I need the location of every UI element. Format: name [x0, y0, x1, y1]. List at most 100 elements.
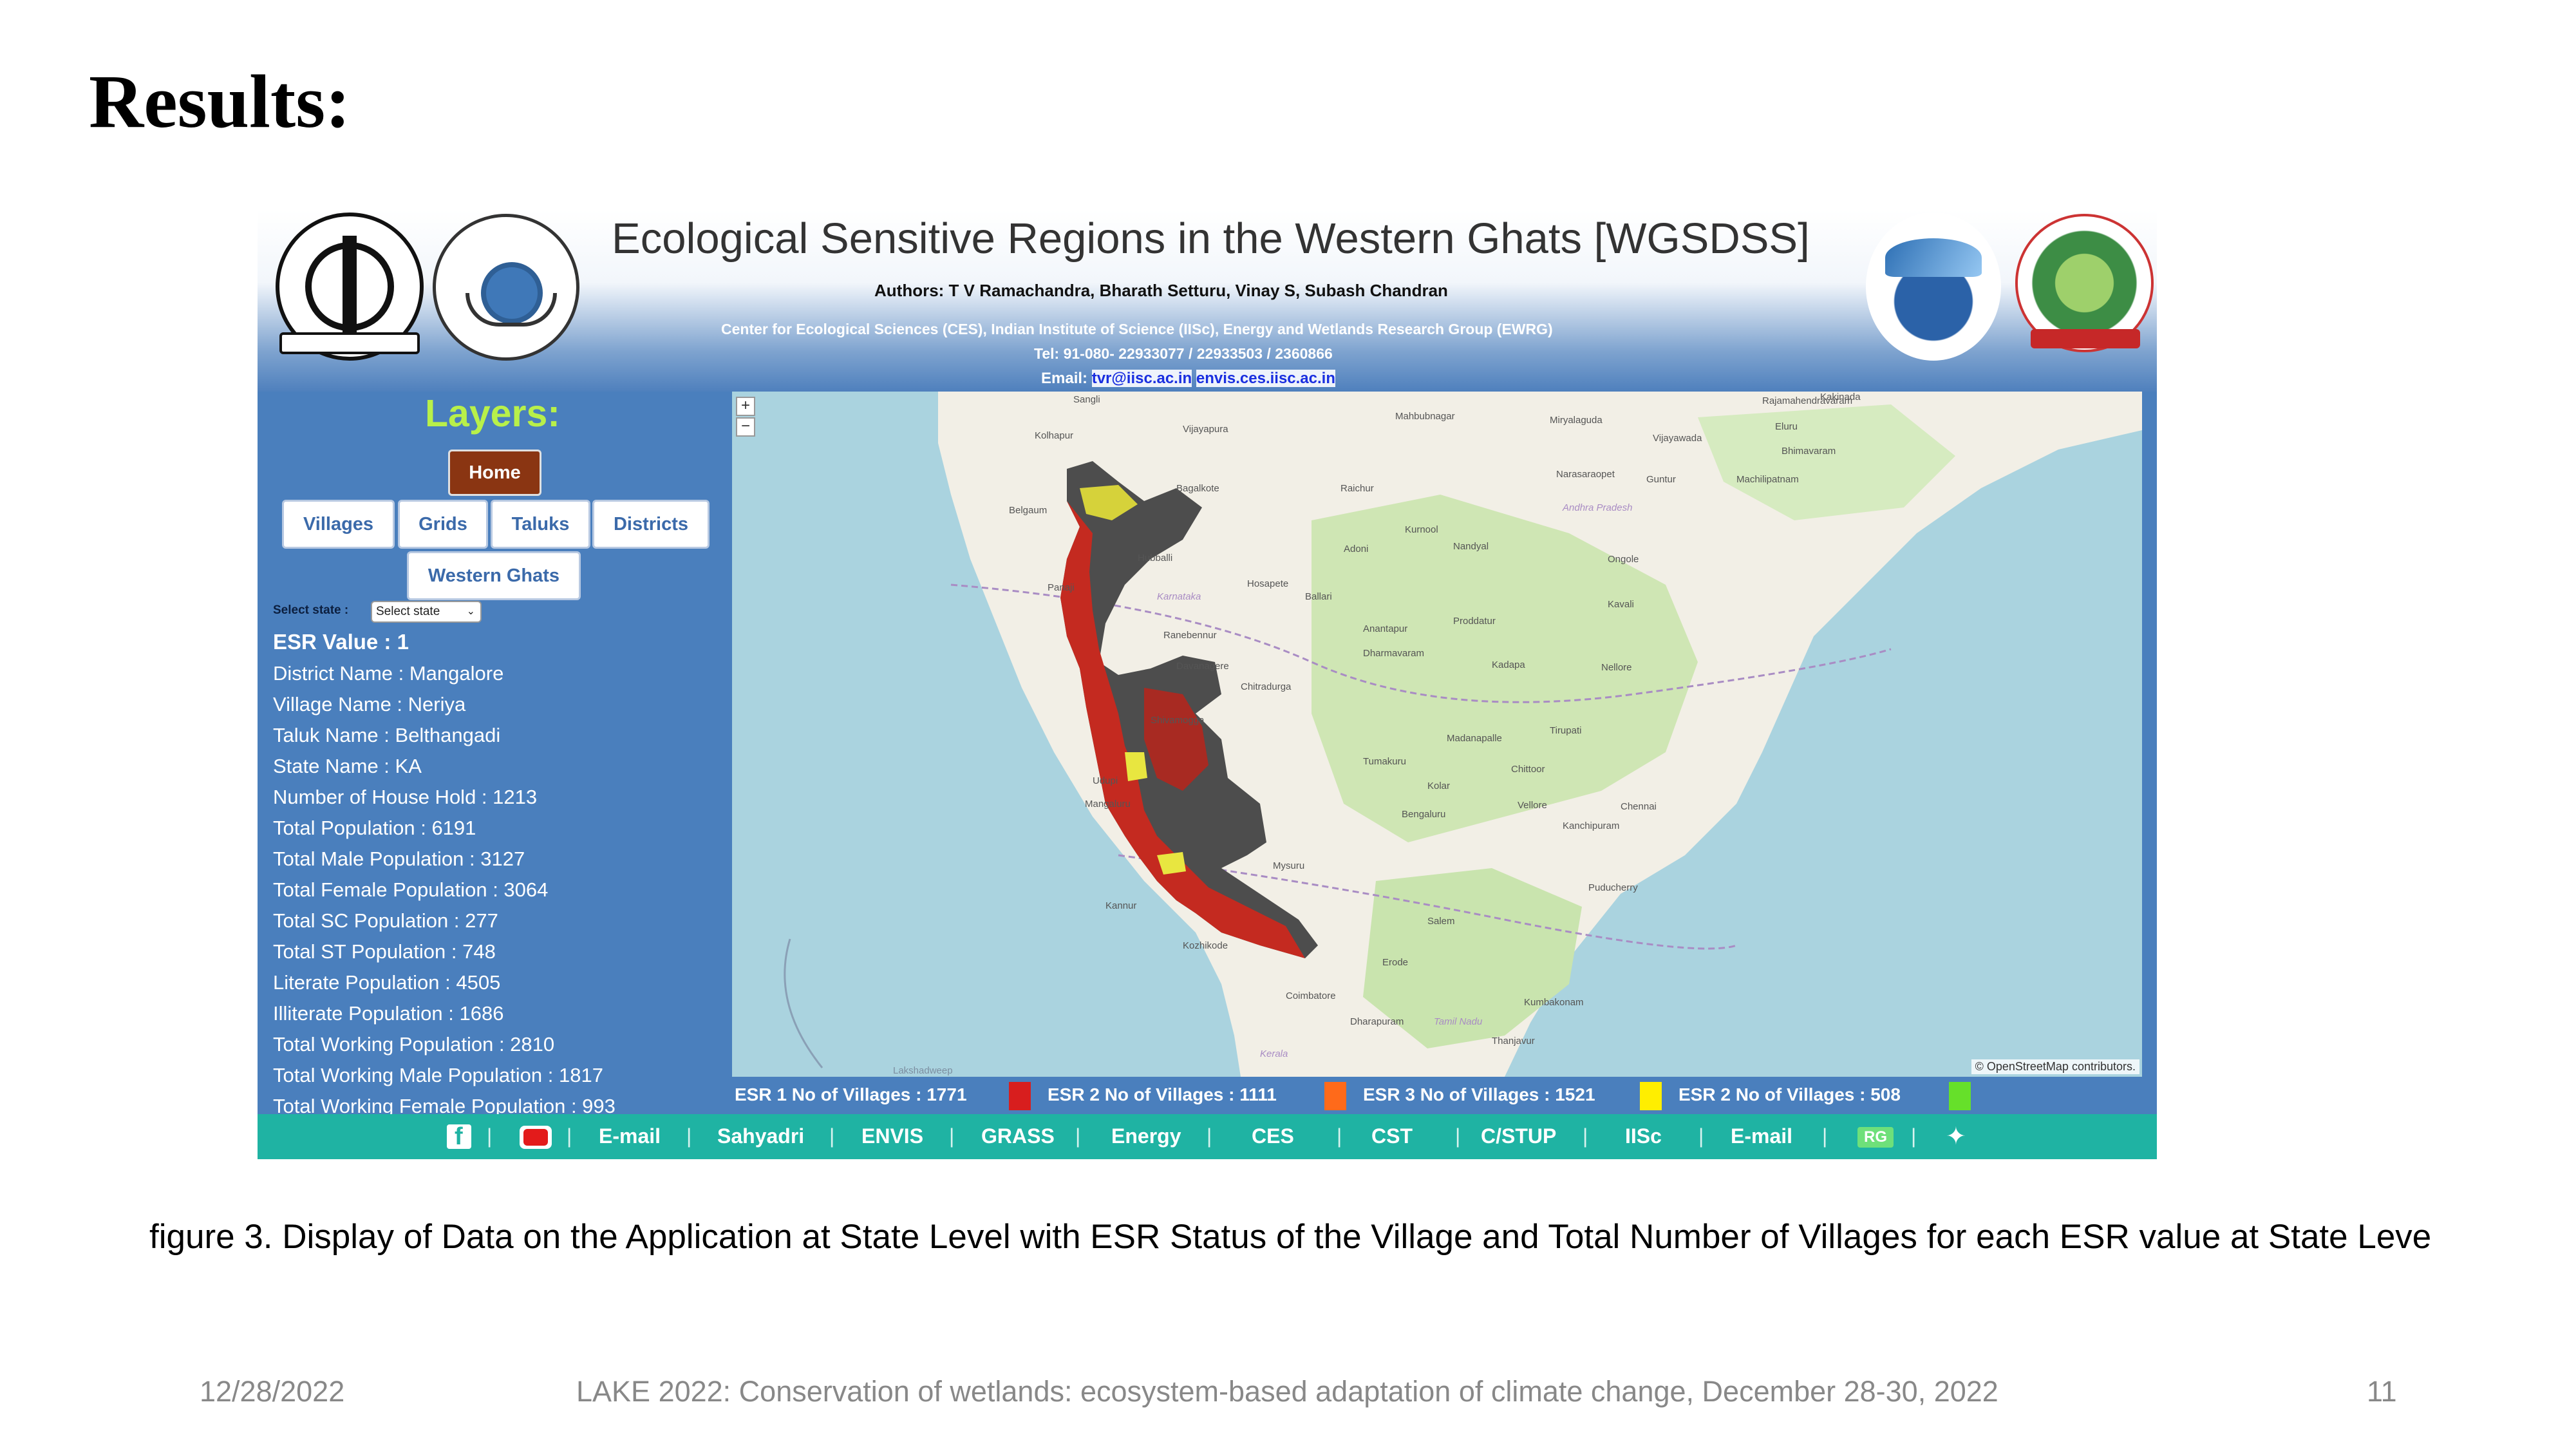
map-view[interactable]: + − Sangli Kolhapur Vijayapura Mahbubnag…	[732, 392, 2142, 1077]
esr3-clusters	[1080, 485, 1138, 520]
facebook-icon[interactable]: f	[447, 1123, 471, 1150]
place-label: Karnataka	[1157, 591, 1201, 602]
info-state-name: State Name : KA	[273, 755, 422, 777]
place-label: Machilipatnam	[1736, 474, 1799, 485]
iisc-logo	[276, 213, 424, 361]
place-label: Salem	[1427, 916, 1455, 927]
youtube-icon[interactable]	[520, 1126, 552, 1149]
districts-button[interactable]: Districts	[592, 500, 710, 549]
place-label: Kolar	[1427, 781, 1451, 791]
footer-link-cistup[interactable]: C/STUP	[1481, 1124, 1557, 1148]
place-label: Chennai	[1621, 801, 1657, 812]
twitter-icon[interactable]: ✦	[1946, 1123, 1966, 1150]
affiliation-line: Center for Ecological Sciences (CES), In…	[721, 321, 1553, 337]
footer-link-envis[interactable]: ENVIS	[861, 1124, 924, 1148]
info-working-male-population: Total Working Male Population : 1817	[273, 1064, 603, 1086]
chevron-down-icon: ⌄	[466, 606, 475, 617]
legend-esr2-swatch	[1324, 1082, 1346, 1110]
place-label: Sangli	[1073, 394, 1100, 405]
envis-information-system-logo	[1866, 213, 2001, 361]
esr1-region-inland	[1144, 688, 1208, 791]
place-label: Ranebennur	[1163, 630, 1217, 641]
place-label: Kolhapur	[1035, 430, 1074, 441]
map-canvas	[784, 392, 2142, 1077]
legend-esr4-label: ESR 2 No of Villages : 508	[1678, 1084, 1901, 1104]
place-label: Tirupati	[1550, 725, 1582, 736]
grids-button[interactable]: Grids	[398, 500, 488, 549]
footer-link-sahyadri[interactable]: Sahyadri	[717, 1124, 805, 1148]
place-label: Ongole	[1608, 554, 1639, 565]
place-label: Panaji	[1048, 582, 1075, 593]
energy-wetlands-research-group-logo	[2015, 214, 2154, 352]
place-label: Udupi	[1093, 775, 1118, 786]
map-attribution[interactable]: © OpenStreetMap contributors.	[1971, 1059, 2139, 1074]
place-label: Narasaraopet	[1556, 469, 1615, 480]
place-label: Kakinada	[1820, 392, 1861, 402]
place-label: Puducherry	[1588, 882, 1638, 893]
place-label: Tamil Nadu	[1434, 1016, 1483, 1027]
place-label: Raichur	[1340, 483, 1374, 494]
info-male-population: Total Male Population : 3127	[273, 848, 525, 870]
place-label: Chittoor	[1511, 764, 1545, 775]
place-label: Proddatur	[1453, 616, 1496, 627]
place-label: Rajamahendravaram	[1762, 395, 1853, 406]
legend-esr2-label: ESR 2 No of Villages : 1111	[1048, 1084, 1277, 1104]
email-line: Email: tvr@iisc.ac.in envis.ces.iisc.ac.…	[1041, 370, 1335, 388]
info-house-hold: Number of House Hold : 1213	[273, 786, 538, 808]
place-label: Erode	[1382, 957, 1409, 968]
place-label: Mangaluru	[1085, 799, 1131, 810]
home-button[interactable]: Home	[448, 450, 541, 496]
footer-link-email-2[interactable]: E-mail	[1731, 1124, 1793, 1148]
place-label: Hosapete	[1247, 578, 1289, 589]
place-label: Thanjavur	[1492, 1036, 1535, 1046]
footer-link-grass[interactable]: GRASS	[981, 1124, 1055, 1148]
researchgate-icon[interactable]: RG	[1857, 1127, 1894, 1148]
info-literate-population: Literate Population : 4505	[273, 971, 501, 994]
info-sc-population: Total SC Population : 277	[273, 909, 498, 932]
info-working-female-population: Total Working Female Population : 993	[273, 1095, 616, 1117]
place-label: Lakshadweep	[893, 1065, 953, 1076]
place-label: Shivamogga	[1151, 715, 1205, 726]
place-label: Dharmavaram	[1363, 648, 1425, 659]
state-select[interactable]: Select state ⌄	[371, 601, 482, 623]
place-label: Bhimavaram	[1782, 446, 1836, 457]
villages-button[interactable]: Villages	[282, 500, 395, 549]
place-label: Vijayawada	[1653, 433, 1702, 444]
place-label: Kannur	[1105, 900, 1137, 911]
footer-link-energy[interactable]: Energy	[1111, 1124, 1181, 1148]
footer-link-iisc[interactable]: IISc	[1625, 1124, 1662, 1148]
footer-link-email[interactable]: E-mail	[599, 1124, 661, 1148]
figure-caption: figure 3. Display of Data on the Applica…	[149, 1218, 2432, 1256]
footer-date: 12/28/2022	[200, 1375, 345, 1408]
authors-line: Authors: T V Ramachandra, Bharath Settur…	[874, 281, 1448, 300]
place-label: Davanagere	[1176, 661, 1229, 672]
info-illiterate-population: Illiterate Population : 1686	[273, 1002, 504, 1025]
place-label: Guntur	[1646, 474, 1676, 485]
place-label: Kurnool	[1405, 524, 1438, 535]
place-label: Kavali	[1608, 599, 1634, 610]
legend-esr4-swatch	[1949, 1082, 1971, 1110]
slide-title: Results:	[89, 59, 351, 144]
western-ghats-button[interactable]: Western Ghats	[407, 551, 581, 600]
envis-website-link[interactable]: envis.ces.iisc.ac.in	[1196, 370, 1335, 387]
email-link[interactable]: tvr@iisc.ac.in	[1091, 370, 1192, 387]
forest-area	[1312, 495, 1698, 842]
place-label: Tumakuru	[1363, 756, 1406, 767]
taluks-button[interactable]: Taluks	[491, 500, 590, 549]
page-number: 11	[2367, 1375, 2397, 1408]
info-village-name: Village Name : Neriya	[273, 693, 466, 715]
zoom-out-button[interactable]: −	[736, 417, 755, 437]
place-label: Coimbatore	[1286, 990, 1336, 1001]
forest-area-north	[1698, 404, 1955, 520]
esr-value: ESR Value : 1	[273, 630, 409, 654]
esr3-clusters-south	[1125, 752, 1186, 875]
app-title: Ecological Sensitive Regions in the West…	[612, 214, 1810, 263]
place-label: Hubballi	[1138, 553, 1173, 564]
footer-link-ces[interactable]: CES	[1252, 1124, 1294, 1148]
state-select-value: Select state	[376, 605, 440, 618]
place-label: Kadapa	[1492, 659, 1525, 670]
footer-link-cst[interactable]: CST	[1371, 1124, 1413, 1148]
lakshadweep-boundary	[784, 938, 823, 1068]
place-label: Dharapuram	[1350, 1016, 1404, 1027]
zoom-in-button[interactable]: +	[736, 397, 755, 416]
